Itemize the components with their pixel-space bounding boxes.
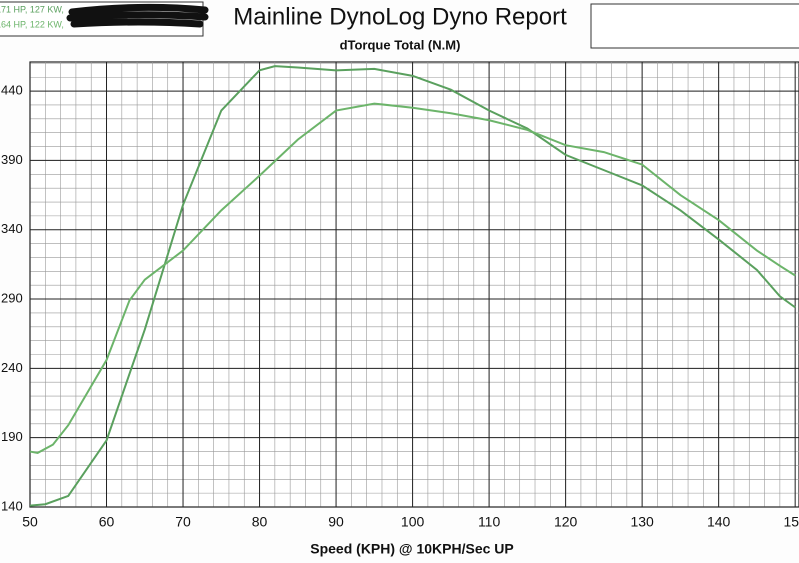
y-tick-label: 240 <box>1 360 23 375</box>
x-axis-label: Speed (KPH) @ 10KPH/Sec UP <box>310 541 514 557</box>
x-tick-label: 80 <box>252 514 268 530</box>
chart-title: Mainline DynoLog Dyno Report <box>233 3 567 30</box>
y-tick-label: 140 <box>1 498 23 513</box>
y-tick-label: 440 <box>1 83 23 98</box>
x-tick-label: 130 <box>630 514 654 530</box>
x-tick-label: 60 <box>99 514 115 530</box>
x-tick-label: 120 <box>554 514 578 530</box>
x-tick-label: 150 <box>783 514 799 530</box>
redaction <box>66 3 209 28</box>
x-tick-label: 110 <box>478 514 501 530</box>
x-tick-label: 90 <box>328 514 344 530</box>
y-tick-label: 190 <box>1 429 23 444</box>
x-tick-label: 50 <box>22 514 38 530</box>
line-series <box>29 65 796 507</box>
y-tick-label: 390 <box>1 152 23 167</box>
info-box <box>590 3 799 49</box>
legend-entry: 171 HP, 127 KW, <box>0 4 64 14</box>
x-tick-label: 140 <box>707 514 731 530</box>
legend-entry: 164 HP, 122 KW, <box>0 19 64 29</box>
x-tick-label: 100 <box>401 514 425 530</box>
chart-subtitle: dTorque Total (N.M) <box>340 37 461 52</box>
plot-area <box>29 61 799 508</box>
x-tick-label: 70 <box>175 514 191 530</box>
line-series <box>29 102 796 454</box>
y-tick-label: 340 <box>1 221 23 236</box>
y-tick-label: 290 <box>1 290 23 305</box>
